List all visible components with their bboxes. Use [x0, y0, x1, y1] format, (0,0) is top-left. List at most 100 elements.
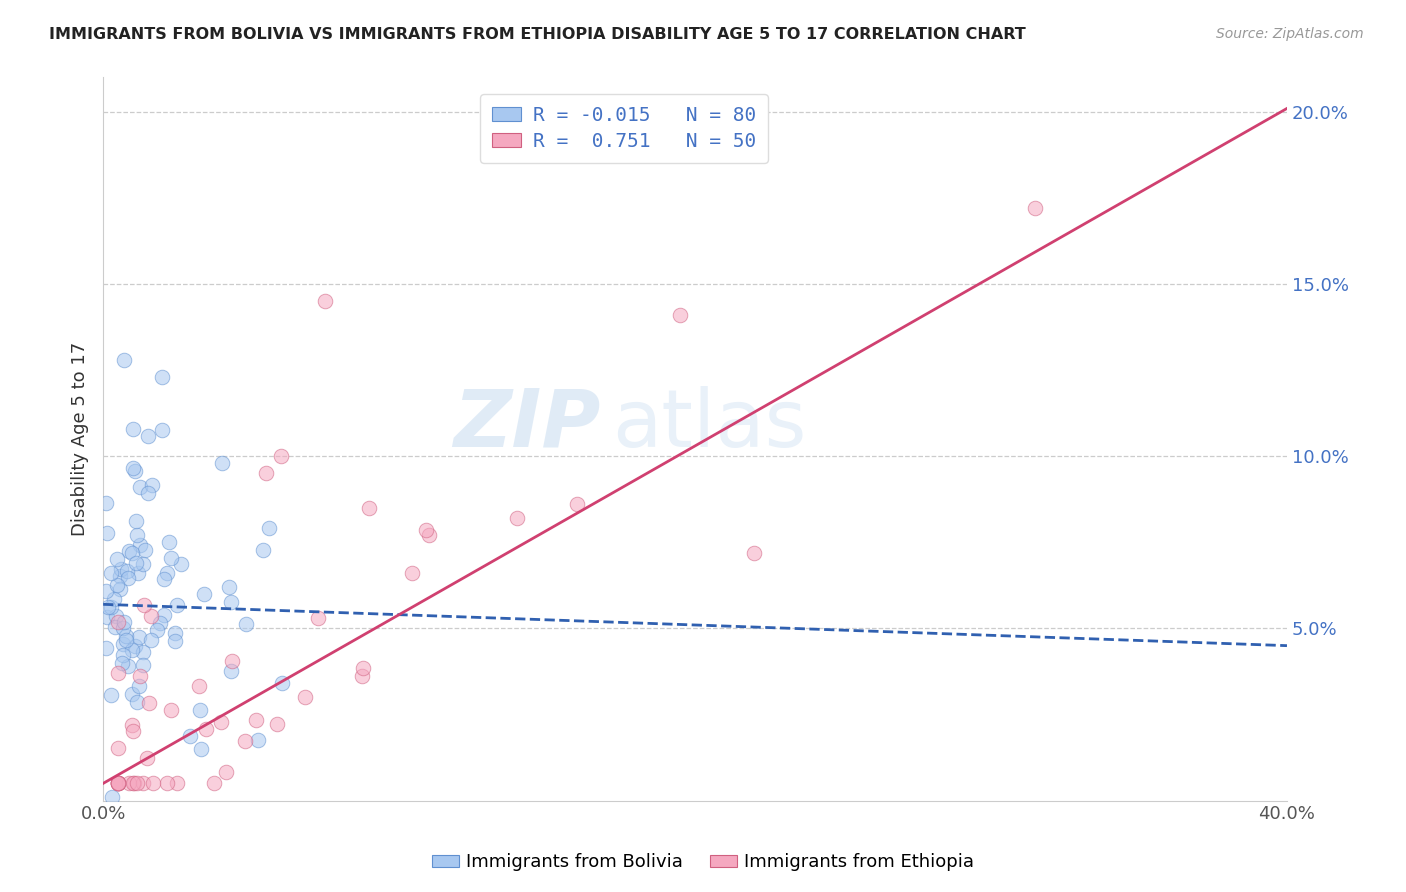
- Point: [235, 616, 257, 631]
- Point: [307, 611, 329, 625]
- Point: [139, 633, 162, 648]
- Point: [121, 718, 143, 732]
- Point: [107, 776, 129, 790]
- Point: [257, 521, 280, 535]
- Point: [128, 679, 150, 693]
- Point: [111, 657, 134, 671]
- Point: [188, 703, 211, 717]
- Point: [157, 534, 180, 549]
- Point: [149, 615, 172, 630]
- Point: [125, 528, 148, 542]
- Point: [246, 732, 269, 747]
- Point: [105, 552, 128, 566]
- Point: [117, 659, 139, 673]
- Point: [129, 538, 152, 552]
- Point: [136, 428, 159, 442]
- Point: [669, 308, 692, 322]
- Point: [103, 592, 125, 607]
- Point: [131, 657, 153, 672]
- Point: [114, 632, 136, 647]
- Point: [150, 423, 173, 437]
- Point: [121, 461, 143, 475]
- Point: [117, 564, 139, 578]
- Text: Source: ZipAtlas.com: Source: ZipAtlas.com: [1216, 27, 1364, 41]
- Point: [160, 703, 183, 717]
- Point: [107, 578, 129, 592]
- Point: [141, 776, 163, 790]
- Point: [401, 566, 423, 581]
- Point: [94, 584, 117, 599]
- Point: [107, 776, 129, 790]
- Point: [104, 620, 127, 634]
- Point: [415, 523, 437, 537]
- Point: [506, 511, 529, 525]
- Point: [127, 695, 149, 709]
- Point: [1024, 202, 1046, 216]
- Point: [104, 608, 127, 623]
- Point: [107, 740, 129, 755]
- Point: [166, 598, 188, 612]
- Point: [132, 557, 155, 571]
- Point: [218, 580, 240, 594]
- Point: [188, 679, 211, 693]
- Point: [254, 467, 277, 481]
- Point: [100, 566, 122, 580]
- Point: [193, 587, 215, 601]
- Point: [155, 776, 177, 790]
- Point: [100, 599, 122, 614]
- Point: [352, 661, 374, 675]
- Point: [100, 688, 122, 702]
- Point: [270, 449, 292, 463]
- Point: [245, 713, 267, 727]
- Point: [128, 630, 150, 644]
- Point: [97, 599, 120, 614]
- Point: [270, 675, 292, 690]
- Point: [107, 776, 129, 790]
- Point: [141, 608, 163, 623]
- Point: [132, 598, 155, 612]
- Point: [165, 634, 187, 648]
- Point: [94, 640, 117, 655]
- Point: [112, 637, 135, 651]
- Point: [121, 643, 143, 657]
- Point: [94, 495, 117, 509]
- Point: [107, 615, 129, 630]
- Point: [112, 615, 135, 629]
- Point: [153, 573, 176, 587]
- Text: atlas: atlas: [612, 385, 807, 464]
- Point: [121, 687, 143, 701]
- Point: [124, 639, 146, 653]
- Point: [211, 456, 233, 470]
- Point: [565, 498, 588, 512]
- Point: [122, 723, 145, 738]
- Point: [121, 422, 143, 436]
- Point: [266, 717, 288, 731]
- Point: [111, 621, 134, 635]
- Point: [125, 556, 148, 570]
- Y-axis label: Disability Age 5 to 17: Disability Age 5 to 17: [72, 342, 89, 536]
- Point: [117, 776, 139, 790]
- Point: [145, 624, 167, 638]
- Point: [107, 776, 129, 790]
- Text: ZIP: ZIP: [453, 385, 600, 464]
- Point: [110, 582, 132, 596]
- Point: [121, 776, 143, 790]
- Point: [115, 629, 138, 643]
- Point: [138, 696, 160, 710]
- Point: [152, 608, 174, 623]
- Point: [159, 551, 181, 566]
- Point: [117, 571, 139, 585]
- Point: [190, 741, 212, 756]
- Point: [124, 464, 146, 478]
- Point: [215, 764, 238, 779]
- Point: [252, 543, 274, 558]
- Point: [107, 665, 129, 680]
- Point: [219, 664, 242, 678]
- Text: IMMIGRANTS FROM BOLIVIA VS IMMIGRANTS FROM ETHIOPIA DISABILITY AGE 5 TO 17 CORRE: IMMIGRANTS FROM BOLIVIA VS IMMIGRANTS FR…: [49, 27, 1026, 42]
- Point: [101, 790, 124, 805]
- Point: [134, 542, 156, 557]
- Point: [294, 690, 316, 704]
- Point: [138, 485, 160, 500]
- Point: [127, 566, 149, 580]
- Point: [121, 546, 143, 560]
